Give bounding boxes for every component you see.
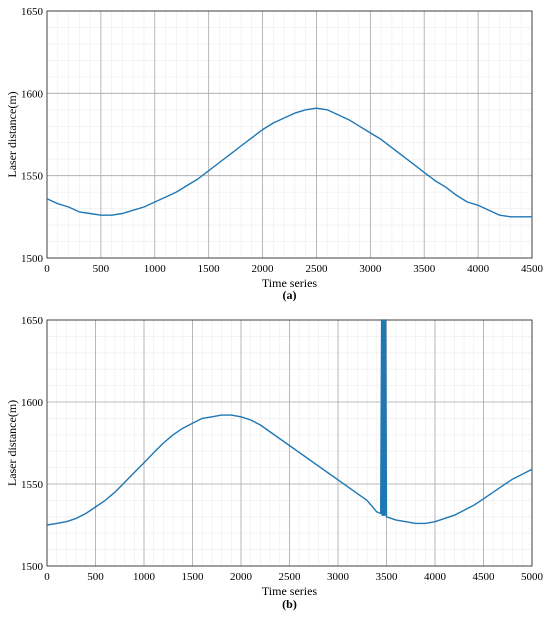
series-line [46,107,532,218]
panel-label: (b) [282,597,297,611]
x-tick-label: 0 [44,263,50,275]
x-tick-label: 2500 [305,263,328,275]
x-tick-label: 3000 [359,263,382,275]
chart-panel-a: 0 500 1000 1500 2000 2500 3000 3500 4000 4500 1500… [5,6,544,302]
x-tick-label: 4000 [467,263,490,275]
y-tick-label: 1600 [21,397,44,409]
x-tick-label: 500 [93,263,110,275]
x-tick-label: 2000 [230,571,253,583]
y-tick-label: 1600 [21,88,44,100]
x-tick-label: 4000 [424,571,447,583]
y-tick-label: 1550 [21,171,44,183]
x-axis-label: Time series [262,276,318,290]
y-tick-label: 1500 [21,253,44,265]
series-line [46,319,533,526]
y-axis-label: Laser distance(m) [5,400,19,486]
x-tick-label: 1500 [182,571,205,583]
chart-panel-b: 0 500 1000 1500 2000 2500 3000 3500 4000 4500 5000… [5,315,544,611]
plot-frame [46,319,533,567]
y-tick-label: 1500 [21,561,44,573]
x-tick-label: 2500 [279,571,302,583]
y-tick-label: 1650 [21,6,44,18]
x-tick-label: 3500 [413,263,436,275]
x-axis-label: Time series [262,584,318,598]
x-tick-label: 2000 [252,263,275,275]
x-tick-label: 1000 [144,263,167,275]
y-axis-label: Laser distance(m) [5,91,19,177]
x-tick-label: 0 [44,571,50,583]
panel-label: (a) [283,288,297,302]
x-tick-label: 3500 [376,571,399,583]
y-tick-label: 1650 [21,315,44,327]
plot-frame [46,10,533,259]
x-tick-label: 3000 [327,571,350,583]
x-tick-label: 5000 [521,571,544,583]
x-tick-label: 500 [87,571,104,583]
x-tick-label: 1000 [133,571,156,583]
x-tick-label: 1500 [198,263,221,275]
x-tick-label: 4500 [473,571,496,583]
y-tick-label: 1550 [21,479,44,491]
x-tick-label: 4500 [521,263,544,275]
